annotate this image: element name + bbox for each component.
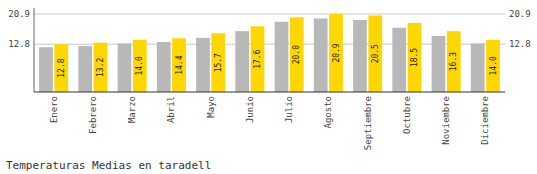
x-tick-label: Abril xyxy=(166,96,176,123)
x-tick-label: Octubre xyxy=(402,96,412,134)
data-label: 14.4 xyxy=(175,55,184,74)
bar xyxy=(172,38,186,92)
bar xyxy=(314,18,328,92)
bar xyxy=(39,47,53,92)
bar xyxy=(290,17,304,92)
chart-svg: 12.8 12.8 20.9 20.9 12.8 13.2 14.0 14.4 15.7 17.6… xyxy=(0,0,537,174)
bar xyxy=(235,31,249,92)
y-tick-label: 20.9 xyxy=(8,9,30,19)
bar xyxy=(275,22,289,92)
grid-line xyxy=(34,13,505,14)
data-label: 12.8 xyxy=(57,58,66,77)
data-label: 15.7 xyxy=(214,53,223,72)
x-tick-label: Julio xyxy=(284,96,294,123)
bar xyxy=(94,43,108,92)
bar xyxy=(329,14,343,92)
bar xyxy=(157,42,171,92)
x-axis-line xyxy=(34,91,505,92)
chart-container: 12.8 12.8 20.9 20.9 12.8 13.2 14.0 14.4 15.7 17.6… xyxy=(0,0,537,174)
bar xyxy=(408,23,422,92)
y-tick-label-right: 20.9 xyxy=(509,9,531,19)
data-label: 20.5 xyxy=(371,44,380,63)
bar xyxy=(353,20,367,92)
x-tick-label: Mayo xyxy=(206,96,216,118)
data-label: 14.0 xyxy=(489,56,498,75)
x-tick-label: Junio xyxy=(245,96,255,123)
bar xyxy=(118,43,132,92)
title: Temperaturas Medias en taradell xyxy=(6,159,211,172)
bar xyxy=(54,44,68,92)
x-tick-label: Septiembre xyxy=(363,96,373,150)
x-tick-label: Agosto xyxy=(323,96,333,129)
bar xyxy=(447,31,461,92)
bar xyxy=(392,28,406,92)
data-label: 18.5 xyxy=(410,48,419,67)
bar xyxy=(133,40,147,92)
y-axis-line xyxy=(34,8,35,92)
bar xyxy=(196,38,210,92)
data-label: 17.6 xyxy=(253,49,262,68)
x-tick-label: Marzo xyxy=(127,96,137,123)
data-label: 16.3 xyxy=(449,52,458,71)
bars xyxy=(39,14,500,92)
x-tick-label: Noviembre xyxy=(441,96,451,145)
bar xyxy=(486,40,500,92)
x-tick-label: Diciembre xyxy=(480,96,490,145)
data-label: 20.0 xyxy=(292,45,301,64)
background xyxy=(0,0,537,174)
bar xyxy=(368,15,382,92)
bar xyxy=(471,43,485,92)
bar xyxy=(251,26,265,92)
data-label: 20.9 xyxy=(332,43,341,62)
x-tick-label: Febrero xyxy=(88,96,98,134)
y-tick-label-right: 12.8 xyxy=(509,39,531,49)
data-label: 14.0 xyxy=(135,56,144,75)
data-label: 13.2 xyxy=(96,58,105,77)
bar xyxy=(78,46,92,92)
bar xyxy=(432,36,446,92)
y-tick-label: 12.8 xyxy=(8,39,30,49)
x-tick-label: Enero xyxy=(49,96,59,123)
bar xyxy=(211,33,225,92)
